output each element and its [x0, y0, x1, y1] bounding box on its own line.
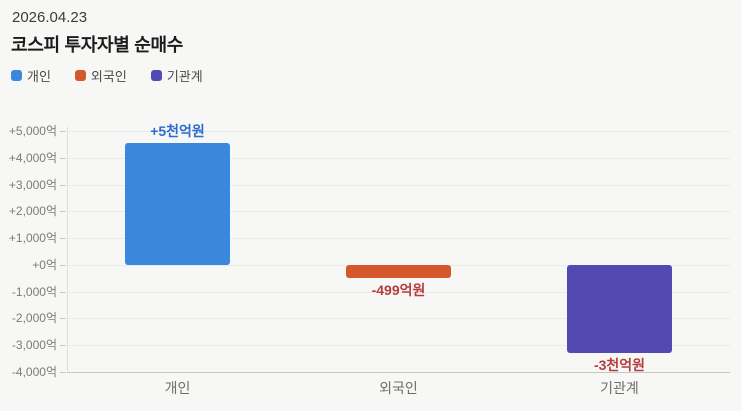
legend: 개인 외국인 기관계 [11, 66, 203, 85]
legend-label: 기관계 [166, 69, 203, 84]
x-axis-category-label-individual: 개인 [164, 380, 191, 396]
legend-item-foreigner[interactable]: 외국인 [74, 66, 127, 85]
legend-item-institutional[interactable]: 기관계 [150, 66, 203, 85]
y-axis-tick-label: -1,000억 [11, 284, 57, 299]
y-axis-line [67, 127, 68, 372]
bar-value-label-foreigner: -499억원 [371, 282, 426, 299]
y-axis-tick-label: +1,000억 [8, 231, 57, 246]
y-axis-tick [60, 211, 66, 213]
legend-swatch-institutional [150, 70, 162, 81]
y-axis-tick [60, 372, 66, 373]
y-axis-tick-label: +3,000억 [8, 177, 57, 192]
y-axis-tick [60, 184, 66, 186]
y-axis-tick [60, 264, 66, 266]
y-axis-tick-label: -4,000억 [11, 365, 57, 379]
x-axis-category-label-institutional: 기관계 [600, 380, 639, 396]
y-axis-tick [60, 345, 66, 347]
legend-item-individual[interactable]: 개인 [11, 66, 51, 85]
y-gridline [67, 291, 730, 293]
date-label: 2026.04.23 [12, 9, 88, 26]
page-title: 코스피 투자자별 순매수 [11, 35, 184, 55]
y-gridline [67, 372, 730, 373]
y-axis-tick-label: +4,000억 [8, 150, 57, 165]
legend-label: 개인 [27, 69, 51, 84]
y-axis-tick [60, 131, 66, 132]
bar-individual [125, 143, 230, 265]
bar-institutional [567, 264, 672, 353]
y-axis-tick [60, 238, 66, 240]
y-axis-tick-label: -2,000억 [11, 311, 57, 326]
bar-foreigner [346, 264, 451, 279]
y-gridline [67, 184, 730, 186]
legend-label: 외국인 [90, 69, 127, 84]
y-gridline [67, 318, 730, 320]
x-axis-category-label-foreigner: 외국인 [379, 380, 418, 396]
y-axis-tick [60, 291, 66, 293]
y-gridline [67, 211, 730, 213]
y-gridline [67, 131, 730, 132]
y-axis-tick-label: +0억 [32, 257, 57, 272]
y-axis-tick-label: +2,000억 [8, 204, 57, 219]
legend-swatch-individual [11, 70, 22, 81]
y-axis-tick-label: +5,000억 [8, 124, 57, 138]
y-axis-tick [60, 318, 66, 320]
bar-value-label-individual: +5천억원 [150, 123, 205, 140]
y-gridline [67, 238, 730, 240]
y-gridline [67, 157, 730, 159]
legend-swatch-foreigner [74, 70, 86, 81]
y-axis-tick [60, 157, 66, 159]
y-gridline [67, 345, 730, 347]
y-axis-tick-label: -3,000억 [11, 338, 57, 353]
bar-value-label-institutional: -3천억원 [593, 356, 646, 373]
